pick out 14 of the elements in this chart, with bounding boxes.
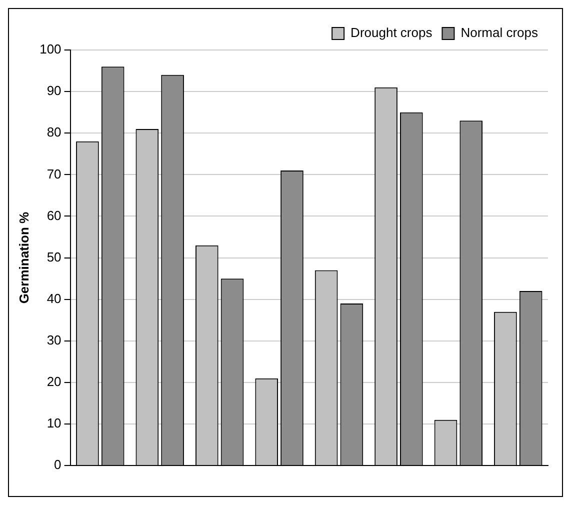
y-tick-label: 60 bbox=[46, 208, 62, 223]
y-tick-label: 20 bbox=[46, 374, 62, 390]
legend-label: Normal crops bbox=[460, 25, 538, 40]
legend-label: Drought crops bbox=[350, 25, 433, 40]
y-tick-label: 50 bbox=[46, 249, 62, 264]
y-tick-label: 10 bbox=[46, 416, 62, 431]
y-axis-title: Germination % bbox=[16, 212, 32, 304]
y-tick-label: 70 bbox=[46, 166, 62, 182]
y-tick-label: 80 bbox=[46, 124, 62, 140]
y-tick-label: 90 bbox=[46, 83, 62, 98]
y-tick-label: 40 bbox=[46, 290, 62, 306]
y-tick-label: 100 bbox=[40, 42, 62, 57]
y-tick-label: 0 bbox=[54, 457, 62, 472]
y-tick-label: 30 bbox=[46, 332, 62, 348]
